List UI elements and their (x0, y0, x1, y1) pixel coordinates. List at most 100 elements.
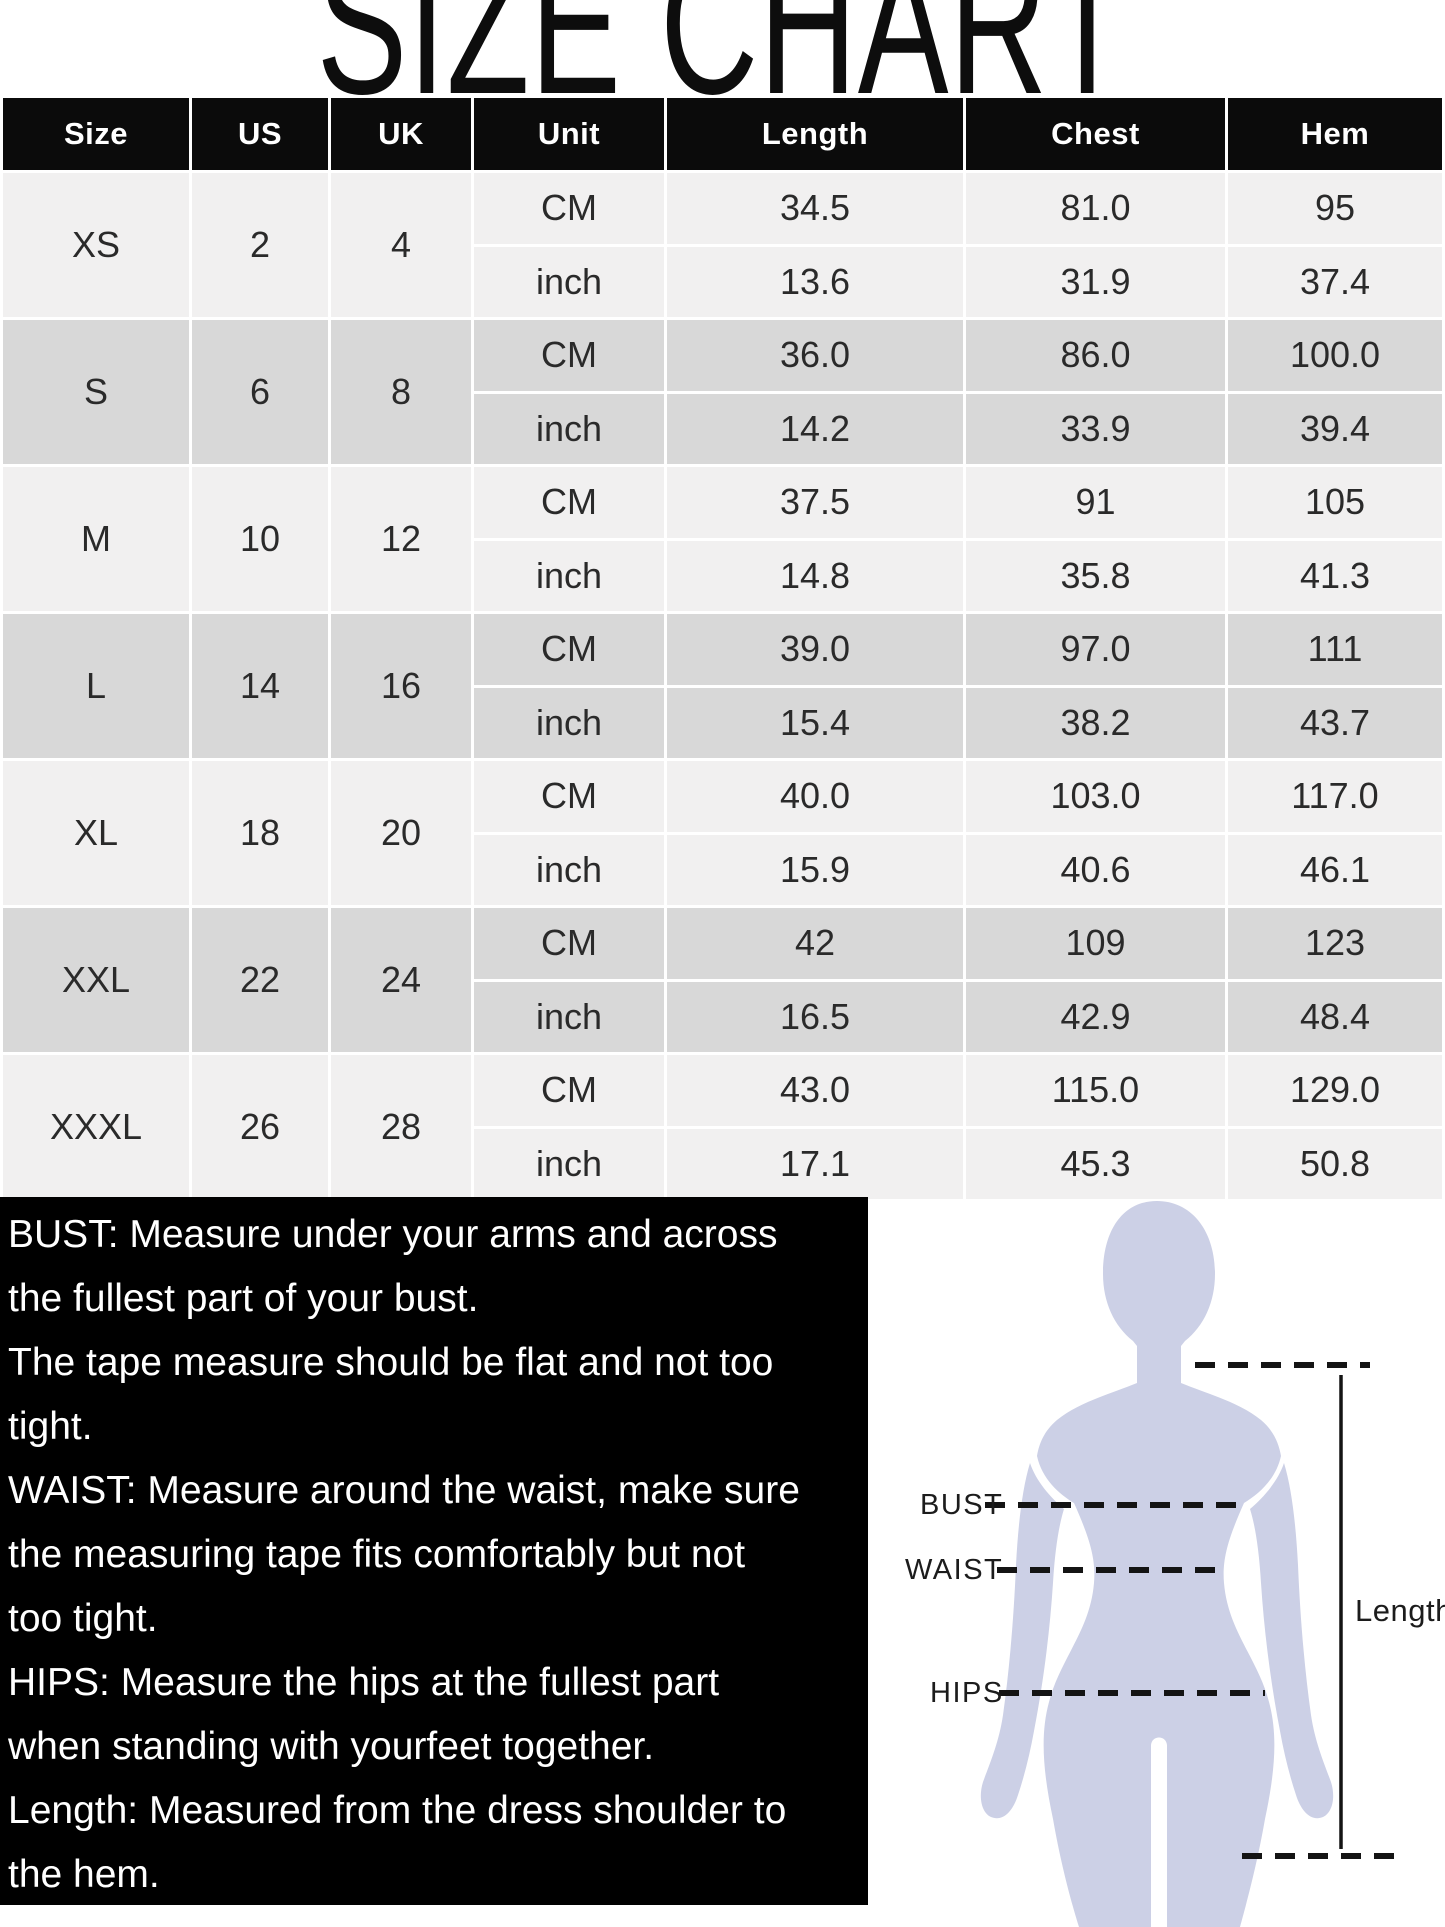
us-cell: 2 (192, 173, 328, 317)
chest-cell: 33.9 (966, 393, 1225, 464)
header-hem: Hem (1228, 98, 1442, 170)
chest-cell: 42.9 (966, 981, 1225, 1052)
hem-cell: 48.4 (1228, 981, 1442, 1052)
uk-cell: 4 (331, 173, 471, 317)
hem-cell: 41.3 (1228, 540, 1442, 611)
chest-cell: 45.3 (966, 1128, 1225, 1199)
instruction-line: the hem. (8, 1853, 160, 1896)
chest-cell: 35.8 (966, 540, 1225, 611)
chest-cell: 81.0 (966, 173, 1225, 244)
length-cell: 37.5 (667, 467, 963, 538)
unit-cell: inch (474, 540, 664, 611)
hem-cell: 105 (1228, 467, 1442, 538)
chest-cell: 115.0 (966, 1055, 1225, 1126)
us-cell: 14 (192, 614, 328, 758)
hem-cell: 100.0 (1228, 320, 1442, 391)
chest-cell: 86.0 (966, 320, 1225, 391)
size-cell: L (3, 614, 189, 758)
instruction-line: tight. (8, 1405, 93, 1448)
body-silhouette-diagram: BUST WAIST HIPS Length (868, 1197, 1445, 1927)
header-length: Length (667, 98, 963, 170)
uk-cell: 16 (331, 614, 471, 758)
length-cell: 36.0 (667, 320, 963, 391)
length-cell: 15.4 (667, 687, 963, 758)
uk-cell: 8 (331, 320, 471, 464)
length-cell: 39.0 (667, 614, 963, 685)
unit-cell: inch (474, 834, 664, 905)
chest-cell: 91 (966, 467, 1225, 538)
unit-cell: CM (474, 1055, 664, 1126)
page-title: SIZE CHART (316, 0, 1129, 96)
measurement-instructions: BUST: Measure under your arms and across… (0, 1197, 868, 1905)
header-uk: UK (331, 98, 471, 170)
us-cell: 6 (192, 320, 328, 464)
size-cell: S (3, 320, 189, 464)
length-label: Length (1355, 1593, 1445, 1628)
hem-cell: 117.0 (1228, 761, 1442, 832)
us-cell: 26 (192, 1055, 328, 1199)
unit-cell: CM (474, 173, 664, 244)
instruction-line: WAIST: Measure around the waist, make su… (8, 1469, 800, 1512)
chest-cell: 109 (966, 908, 1225, 979)
hem-cell: 129.0 (1228, 1055, 1442, 1126)
unit-cell: CM (474, 320, 664, 391)
instruction-line: The tape measure should be flat and not … (8, 1341, 774, 1384)
header-size: Size (3, 98, 189, 170)
header-chest: Chest (966, 98, 1225, 170)
unit-cell: CM (474, 614, 664, 685)
body-silhouette (1037, 1201, 1281, 1927)
us-cell: 22 (192, 908, 328, 1052)
chest-cell: 40.6 (966, 834, 1225, 905)
hem-cell: 43.7 (1228, 687, 1442, 758)
hem-cell: 37.4 (1228, 246, 1442, 317)
hem-cell: 111 (1228, 614, 1442, 685)
bust-label: BUST (920, 1489, 1004, 1521)
length-cell: 17.1 (667, 1128, 963, 1199)
title-clip: SIZE CHART (0, 0, 1445, 96)
waist-label: WAIST (905, 1554, 1004, 1586)
us-cell: 10 (192, 467, 328, 611)
unit-cell: inch (474, 981, 664, 1052)
header-us: US (192, 98, 328, 170)
length-cell: 42 (667, 908, 963, 979)
size-cell: XL (3, 761, 189, 905)
size-cell: XXXL (3, 1055, 189, 1199)
unit-cell: inch (474, 1128, 664, 1199)
size-cell: M (3, 467, 189, 611)
unit-cell: CM (474, 761, 664, 832)
length-cell: 15.9 (667, 834, 963, 905)
size-chart-table: Size US UK Unit Length Chest Hem XS 2 4 CM 34.5 81.0… (0, 96, 1445, 1199)
chest-cell: 31.9 (966, 246, 1225, 317)
length-cell: 34.5 (667, 173, 963, 244)
length-cell: 16.5 (667, 981, 963, 1052)
unit-cell: CM (474, 467, 664, 538)
left-arm-silhouette (980, 1463, 1064, 1819)
length-cell: 13.6 (667, 246, 963, 317)
hem-cell: 50.8 (1228, 1128, 1442, 1199)
length-cell: 14.8 (667, 540, 963, 611)
hem-cell: 123 (1228, 908, 1442, 979)
us-cell: 18 (192, 761, 328, 905)
instruction-line: too tight. (8, 1597, 158, 1640)
instruction-line: HIPS: Measure the hips at the fullest pa… (8, 1661, 720, 1704)
uk-cell: 24 (331, 908, 471, 1052)
instruction-line: the fullest part of your bust. (8, 1277, 479, 1320)
hips-label: HIPS (930, 1677, 1004, 1709)
header-unit: Unit (474, 98, 664, 170)
hem-cell: 95 (1228, 173, 1442, 244)
uk-cell: 28 (331, 1055, 471, 1199)
length-cell: 14.2 (667, 393, 963, 464)
length-cell: 43.0 (667, 1055, 963, 1126)
size-cell: XXL (3, 908, 189, 1052)
unit-cell: CM (474, 908, 664, 979)
uk-cell: 12 (331, 467, 471, 611)
hem-cell: 46.1 (1228, 834, 1442, 905)
right-arm-silhouette (1250, 1463, 1334, 1819)
chest-cell: 38.2 (966, 687, 1225, 758)
chest-cell: 97.0 (966, 614, 1225, 685)
unit-cell: inch (474, 687, 664, 758)
body-silhouette-svg (980, 1201, 1394, 1927)
instruction-line: when standing with yourfeet together. (8, 1725, 655, 1768)
instruction-line: BUST: Measure under your arms and across (8, 1213, 778, 1256)
length-cell: 40.0 (667, 761, 963, 832)
